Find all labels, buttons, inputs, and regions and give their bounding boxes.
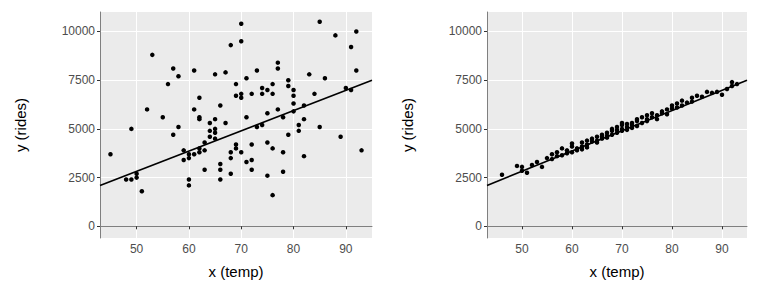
svg-text:y (rides): y (rides) bbox=[399, 98, 416, 152]
svg-text:70: 70 bbox=[235, 242, 249, 256]
svg-text:x (temp): x (temp) bbox=[589, 263, 644, 280]
svg-text:90: 90 bbox=[339, 242, 353, 256]
svg-text:0: 0 bbox=[475, 219, 482, 233]
svg-text:y (rides): y (rides) bbox=[12, 98, 29, 152]
svg-text:70: 70 bbox=[615, 242, 629, 256]
svg-text:2500: 2500 bbox=[68, 171, 95, 185]
svg-text:10000: 10000 bbox=[449, 24, 483, 38]
svg-text:80: 80 bbox=[665, 242, 679, 256]
svg-text:80: 80 bbox=[287, 242, 301, 256]
svg-text:5000: 5000 bbox=[455, 122, 482, 136]
svg-text:x (temp): x (temp) bbox=[208, 263, 263, 280]
svg-text:2500: 2500 bbox=[455, 171, 482, 185]
svg-text:60: 60 bbox=[565, 242, 579, 256]
svg-text:90: 90 bbox=[715, 242, 729, 256]
svg-text:7500: 7500 bbox=[455, 73, 482, 87]
svg-text:50: 50 bbox=[515, 242, 529, 256]
svg-text:50: 50 bbox=[130, 242, 144, 256]
svg-text:5000: 5000 bbox=[68, 122, 95, 136]
svg-text:7500: 7500 bbox=[68, 73, 95, 87]
svg-text:60: 60 bbox=[182, 242, 196, 256]
svg-text:0: 0 bbox=[88, 219, 95, 233]
svg-text:10000: 10000 bbox=[62, 24, 96, 38]
